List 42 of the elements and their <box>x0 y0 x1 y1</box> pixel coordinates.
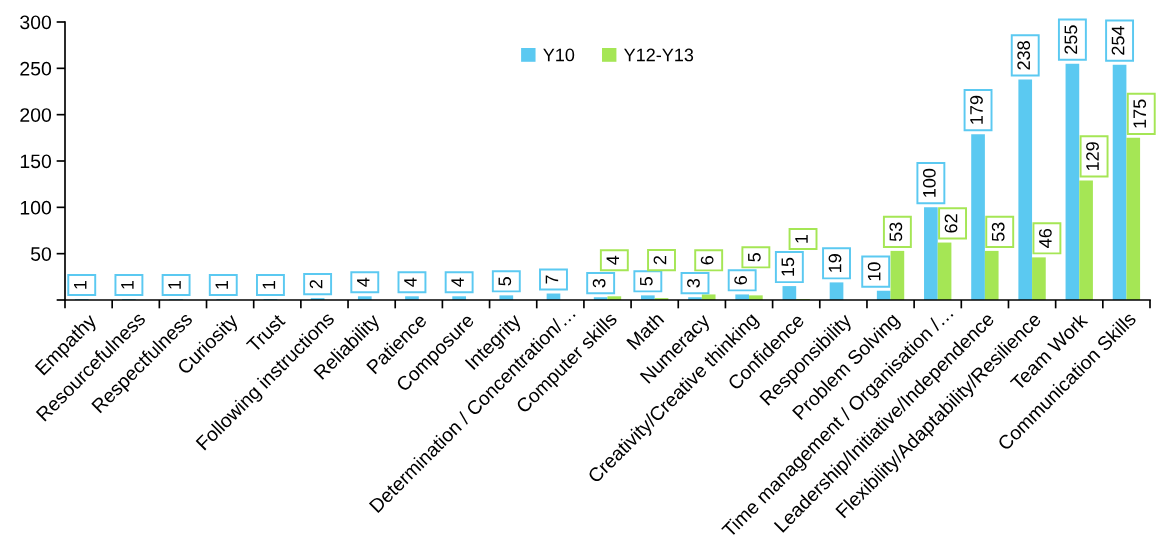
data-label: 5 <box>498 277 512 286</box>
y-tick-label: 300 <box>20 15 52 30</box>
data-label: 4 <box>404 277 417 287</box>
data-label: 179 <box>970 95 983 124</box>
data-label: 3 <box>687 278 700 288</box>
data-label: 238 <box>1017 41 1031 70</box>
data-label: 1 <box>121 280 134 289</box>
data-label: 53 <box>889 222 903 242</box>
data-label: 1 <box>215 280 228 289</box>
data-label: 254 <box>1111 26 1125 55</box>
data-label: 129 <box>1086 142 1099 171</box>
legend-label: Y12-Y13 <box>624 48 694 62</box>
data-label: 1 <box>168 280 181 289</box>
data-label: 255 <box>1064 25 1078 54</box>
data-label: 46 <box>1038 229 1052 248</box>
data-label: 4 <box>357 277 370 287</box>
data-label: 3 <box>592 278 606 288</box>
data-label: 2 <box>309 279 323 289</box>
y-tick-label: 150 <box>20 154 52 169</box>
y-tick-label: 50 <box>30 247 52 261</box>
data-label: 7 <box>545 275 559 284</box>
data-label: 53 <box>991 222 1005 242</box>
data-label: 175 <box>1133 99 1147 128</box>
data-label: 6 <box>700 256 714 265</box>
data-label: 5 <box>748 253 761 262</box>
data-label: 5 <box>640 277 653 286</box>
data-label: 15 <box>781 257 795 276</box>
data-label: 100 <box>922 168 936 197</box>
y-tick-label: 200 <box>20 108 52 122</box>
data-label: 4 <box>606 255 620 265</box>
data-label: 1 <box>73 280 87 289</box>
data-label: 4 <box>451 277 464 287</box>
data-label: 6 <box>734 276 748 285</box>
data-label: 19 <box>828 254 842 272</box>
data-label: 62 <box>944 214 958 233</box>
data-label: 10 <box>867 262 881 281</box>
y-tick-label: 100 <box>20 200 52 215</box>
data-label: 1 <box>262 280 276 289</box>
legend-label: Y10 <box>543 48 575 62</box>
y-tick-label: 250 <box>20 61 52 76</box>
data-label: 1 <box>795 234 808 243</box>
data-label: 2 <box>653 255 667 265</box>
